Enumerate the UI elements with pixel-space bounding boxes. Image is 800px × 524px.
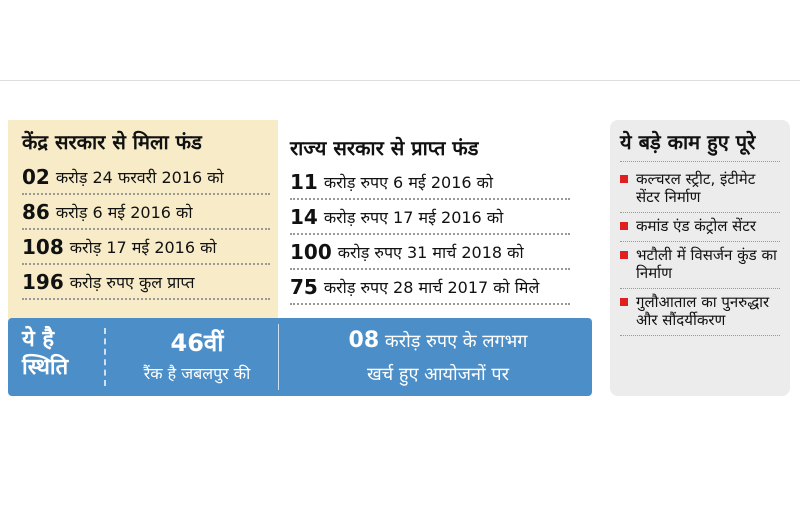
status-bar: ये है स्थिति 46वीं रैंक है जबलपुर की 08 … [8,318,592,396]
rank-text: रैंक है जबलपुर की [143,364,251,383]
work-item: कमांड एंड कंट्रोल सेंटर [620,213,780,242]
top-rule [0,80,800,81]
amount: 100 [290,239,332,264]
spend-line-1: 08 करोड़ रुपए के लगभग [288,328,588,353]
fund-row: 196 करोड़ रुपए कुल प्राप्त [22,265,270,300]
amount: 75 [290,274,318,299]
fund-row: 100 करोड़ रुपए 31 मार्च 2018 को [290,235,570,270]
amount: 14 [290,204,318,229]
work-text: भटौली में विसर्जन कुंड का निर्माण [636,246,777,282]
fund-row: 11 करोड़ रुपए 6 मई 2016 को [290,165,570,200]
works-title: ये बड़े काम हुए पूरे [620,128,780,162]
state-rows: 11 करोड़ रुपए 6 मई 2016 को 14 करोड़ रुपए 17… [290,165,570,305]
fund-text: करोड़ रुपए 17 मई 2016 को [323,207,504,227]
central-panel [8,120,278,320]
bullet [620,298,628,306]
works-panel: ये बड़े काम हुए पूरे कल्चरल स्ट्रीट, इंट… [610,120,790,396]
divider [104,328,106,386]
fund-text: करोड़ 24 फरवरी 2016 को [55,167,224,187]
works-list: कल्चरल स्ट्रीट, इंटीमेट सेंटर निर्माण कमा… [620,166,780,336]
amount: 108 [22,234,64,259]
work-text: कमांड एंड कंट्रोल सेंटर [636,217,756,235]
fund-row: 02 करोड़ 24 फरवरी 2016 को [22,160,270,195]
bullet [620,251,628,259]
state-title: राज्य सरकार से प्राप्त फंड [290,136,479,160]
fund-text: करोड़ रुपए 6 मई 2016 को [323,172,494,192]
work-item: भटौली में विसर्जन कुंड का निर्माण [620,242,780,289]
central-rows: 02 करोड़ 24 फरवरी 2016 को 86 करोड़ 6 मई 201… [22,160,270,300]
spend-text: करोड़ रुपए के लगभग [384,331,528,352]
divider [278,324,279,390]
work-item: कल्चरल स्ट्रीट, इंटीमेट सेंटर निर्माण [620,166,780,213]
amount: 86 [22,199,50,224]
fund-row: 86 करोड़ 6 मई 2016 को [22,195,270,230]
spend-amount: 08 [348,328,380,353]
fund-row: 75 करोड़ रुपए 28 मार्च 2017 को मिले [290,270,570,305]
rank: 46वीं [170,329,224,357]
fund-text: करोड़ 6 मई 2016 को [55,202,193,222]
fund-text: करोड़ 17 मई 2016 को [69,237,217,257]
central-title: केंद्र सरकार से मिला फंड [22,130,202,154]
fund-text: करोड़ रुपए 28 मार्च 2017 को मिले [323,277,540,297]
amount: 02 [22,164,50,189]
status-label: ये है स्थिति [22,327,69,380]
bullet [620,222,628,230]
work-text: गुलौआताल का पुनरुद्धार और सौंदर्यीकरण [636,293,770,329]
work-item: गुलौआताल का पुनरुद्धार और सौंदर्यीकरण [620,289,780,336]
fund-text: करोड़ रुपए कुल प्राप्त [69,272,195,292]
amount: 196 [22,269,64,294]
fund-text: करोड़ रुपए 31 मार्च 2018 को [337,242,524,262]
fund-row: 14 करोड़ रुपए 17 मई 2016 को [290,200,570,235]
spend-line-2: खर्च हुए आयोजनों पर [367,364,509,385]
bullet [620,175,628,183]
work-text: कल्चरल स्ट्रीट, इंटीमेट सेंटर निर्माण [636,170,756,206]
fund-row: 108 करोड़ 17 मई 2016 को [22,230,270,265]
amount: 11 [290,169,318,194]
